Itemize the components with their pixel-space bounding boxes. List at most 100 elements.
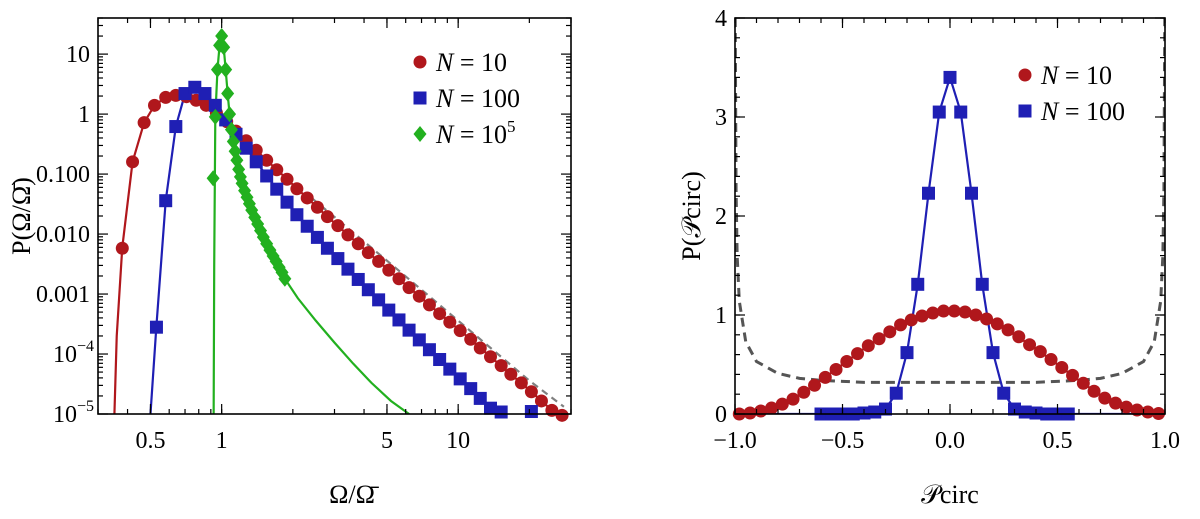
left-chart-series-0-point bbox=[137, 116, 151, 130]
left-chart-legend-label-1: N = 100 bbox=[435, 84, 520, 113]
left-chart-series-2-point bbox=[208, 108, 222, 125]
left-chart-series-1-point bbox=[392, 313, 406, 327]
left-chart-ytick-label: 10−4 bbox=[53, 338, 94, 368]
left-chart-series-1-point bbox=[198, 87, 212, 101]
right-chart-series-0-point bbox=[851, 347, 865, 361]
right-chart-xlabel: 𝒫circ bbox=[921, 480, 979, 509]
left-chart-series-1-point bbox=[290, 208, 304, 222]
right-chart-ytick-label: 4 bbox=[715, 6, 727, 32]
right-chart-legend-label-1: N = 100 bbox=[1040, 97, 1125, 126]
left-chart-series-0-point bbox=[453, 324, 467, 338]
left-chart-series-0-point bbox=[351, 237, 365, 251]
right-chart-ytick-label: 3 bbox=[715, 105, 727, 131]
left-chart-series-1-point bbox=[310, 230, 324, 244]
right-chart-xtick-label: 0.5 bbox=[1043, 428, 1073, 454]
right-chart-series-0-point bbox=[1098, 391, 1112, 405]
left-chart-series-0-point bbox=[524, 385, 538, 399]
right-chart-series-0-point bbox=[990, 317, 1004, 331]
left-chart-series-2-point bbox=[215, 28, 229, 45]
left-chart-series-0-point bbox=[443, 315, 457, 329]
right-chart-series-0-point bbox=[743, 406, 757, 420]
left-chart-series-1-point bbox=[178, 87, 192, 101]
left-chart-series-0-point bbox=[392, 272, 406, 286]
right-chart-xtick-label: 0.0 bbox=[935, 428, 965, 454]
right-chart-series-0-point bbox=[765, 401, 779, 415]
left-chart-series-1-point bbox=[361, 283, 375, 297]
left-chart-series-0-point bbox=[290, 182, 304, 196]
right-chart-series-0-point bbox=[1001, 323, 1015, 337]
right-chart-series-0-point bbox=[883, 325, 897, 339]
left-chart-series-1-point bbox=[351, 272, 365, 286]
left-chart-legend-label-2: N = 105 bbox=[435, 117, 516, 149]
right-chart-legend-label-0: N = 10 bbox=[1040, 61, 1112, 90]
left-chart-xtick-label: 0.5 bbox=[135, 428, 165, 454]
left-chart-series-1-point bbox=[402, 323, 416, 337]
left-chart-series-0-point bbox=[126, 155, 140, 169]
right-chart-legend: N = 10 N = 100 bbox=[1018, 61, 1125, 126]
right-chart-xtick-label: 1.0 bbox=[1150, 428, 1180, 454]
right-chart-reference-curve bbox=[735, 18, 1165, 384]
right-chart-series-0-point bbox=[797, 385, 811, 399]
right-chart: −1.0 −0.5 0.0 0.5 1.0 0 1 2 3 4 N = 10 N = 100 𝒫ci… bbox=[677, 6, 1180, 509]
right-chart-legend-marker-0 bbox=[1018, 68, 1032, 82]
right-chart-series-0-point bbox=[829, 362, 843, 376]
right-chart-series-0-point bbox=[808, 378, 822, 392]
right-chart-ticks: −1.0 −0.5 0.0 0.5 1.0 0 1 2 3 4 bbox=[713, 6, 1180, 454]
left-chart-series-1-point bbox=[331, 252, 345, 266]
left-chart-series-0-point bbox=[300, 191, 314, 205]
left-chart-series-0-point bbox=[159, 90, 173, 104]
left-chart-series-1-point bbox=[382, 303, 396, 317]
left-chart-series-0-point bbox=[555, 408, 569, 422]
right-chart-series-0-point bbox=[947, 304, 961, 318]
left-chart-series-0-point bbox=[412, 289, 426, 303]
right-chart-series-0-point bbox=[1033, 345, 1047, 359]
left-chart-xtick-label: 5 bbox=[381, 428, 393, 454]
left-chart-series-0-point bbox=[280, 172, 294, 186]
left-chart-xlabel: Ω/Ω̄ bbox=[329, 480, 379, 509]
right-chart-series-0-point bbox=[1141, 405, 1155, 419]
left-chart-series-1-point bbox=[270, 182, 284, 196]
left-chart-series-0-point bbox=[310, 200, 324, 214]
left-chart-ytick-label: 10 bbox=[66, 42, 90, 68]
left-chart-series-2-point bbox=[224, 121, 238, 138]
right-chart-series-1-point bbox=[868, 405, 882, 419]
left-chart-series-1-point bbox=[239, 141, 253, 155]
right-chart-series-0-point bbox=[904, 313, 918, 327]
left-chart-series-1-point bbox=[159, 194, 173, 208]
left-chart-series-0-point bbox=[494, 359, 508, 373]
left-chart-series-0-point bbox=[147, 98, 161, 112]
left-chart-series-1-point bbox=[453, 372, 467, 386]
left-chart-series-1-point bbox=[524, 405, 538, 419]
right-chart-series-1-point bbox=[965, 186, 978, 200]
left-chart-series-1-point bbox=[341, 262, 355, 276]
right-chart-series-0-point bbox=[969, 308, 983, 322]
left-chart-series-1-point bbox=[473, 391, 487, 405]
left-chart-series-2-point bbox=[278, 270, 292, 287]
left-chart-series-0-point bbox=[320, 210, 334, 224]
left-chart-series-0-point bbox=[361, 246, 375, 260]
right-chart-ytick-label: 1 bbox=[715, 303, 727, 329]
right-chart-series-1-curve bbox=[735, 73, 1165, 414]
right-chart-series-0-point bbox=[840, 355, 854, 369]
left-chart-series-1-point bbox=[483, 401, 497, 415]
right-chart-series-0-point bbox=[1076, 376, 1090, 390]
left-chart-series-0-point bbox=[422, 298, 436, 312]
right-chart-series-1-point bbox=[954, 105, 968, 119]
right-chart-series-0-point bbox=[872, 332, 886, 346]
left-chart-series-1-point bbox=[494, 405, 508, 419]
right-chart-series-1-point bbox=[889, 386, 903, 400]
right-chart-series-0-point bbox=[958, 305, 972, 319]
right-chart-ylabel: P(𝒫circ) bbox=[677, 171, 706, 260]
left-chart-series-1-point bbox=[320, 241, 334, 255]
right-chart-series-0-point bbox=[818, 370, 832, 384]
right-chart-series-0-point bbox=[937, 304, 951, 318]
left-chart-series-0-point bbox=[402, 281, 416, 295]
left-chart-series-1-point bbox=[422, 343, 436, 357]
right-chart-series-1-point bbox=[943, 70, 957, 84]
left-chart-series-0-point bbox=[249, 143, 263, 157]
left-chart-series-1-point bbox=[149, 320, 163, 334]
left-chart-series-2-point bbox=[221, 85, 235, 102]
right-chart-series-1-point bbox=[911, 277, 925, 291]
right-chart-series-1-point bbox=[975, 277, 989, 291]
